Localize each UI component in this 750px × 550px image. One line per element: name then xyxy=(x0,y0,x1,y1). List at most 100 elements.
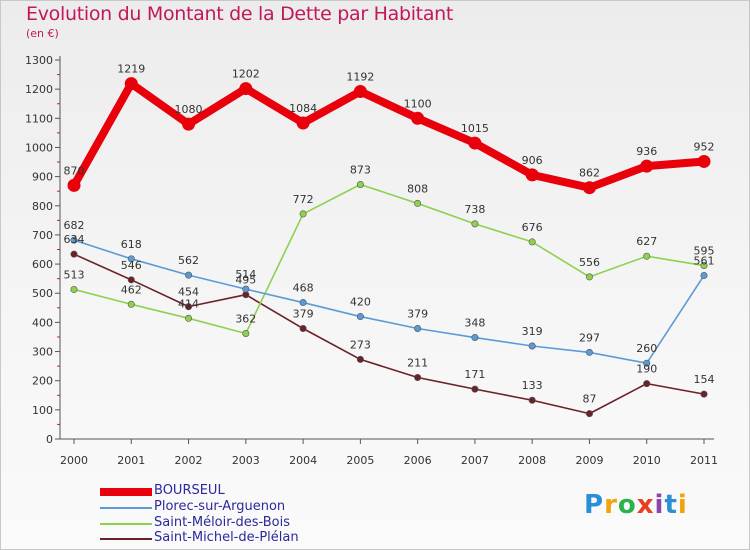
y-tick-label: 1200 xyxy=(25,83,53,96)
data-point xyxy=(127,300,135,308)
data-point xyxy=(643,252,651,260)
data-label: 870 xyxy=(64,164,85,177)
legend-swatch xyxy=(100,507,152,509)
data-label: 420 xyxy=(350,296,371,309)
data-point xyxy=(356,180,364,188)
data-point xyxy=(70,285,78,293)
legend-label: Saint-Méloir-des-Bois xyxy=(154,515,290,530)
series-line-2 xyxy=(73,183,705,335)
data-point xyxy=(299,210,307,218)
data-point xyxy=(525,168,539,182)
data-point xyxy=(700,262,708,270)
data-label: 154 xyxy=(694,373,715,386)
x-tick-label: 2006 xyxy=(404,454,432,467)
data-label: 634 xyxy=(64,233,85,246)
data-label: 936 xyxy=(636,145,657,158)
data-label: 618 xyxy=(121,238,142,251)
data-point xyxy=(414,199,422,207)
data-label: 190 xyxy=(636,363,657,376)
data-point xyxy=(643,359,651,367)
legend-label: BOURSEUL xyxy=(154,483,225,498)
data-label: 595 xyxy=(694,245,715,258)
y-tick-label: 500 xyxy=(32,287,53,300)
data-point xyxy=(528,342,536,350)
y-tick-label: 1100 xyxy=(25,112,53,125)
data-point xyxy=(700,390,708,398)
data-point xyxy=(585,273,593,281)
data-point xyxy=(182,117,196,131)
logo-letter: t xyxy=(664,490,678,520)
data-label: 738 xyxy=(464,203,485,216)
y-tick-label: 600 xyxy=(32,258,53,271)
data-point xyxy=(127,276,135,284)
legend-swatch xyxy=(100,523,152,525)
data-point xyxy=(468,136,482,150)
data-label: 1100 xyxy=(404,97,432,110)
data-point xyxy=(585,348,593,356)
data-label: 873 xyxy=(350,163,371,176)
data-label: 682 xyxy=(64,219,85,232)
data-point xyxy=(67,178,81,192)
legend-label: Saint-Michel-de-Plélan xyxy=(154,530,299,545)
data-label: 808 xyxy=(407,182,428,195)
x-tick-label: 2003 xyxy=(232,454,260,467)
data-point xyxy=(242,285,250,293)
data-point xyxy=(127,255,135,263)
data-point xyxy=(528,396,536,404)
data-label: 379 xyxy=(293,308,314,321)
data-label: 260 xyxy=(636,342,657,355)
data-label: 556 xyxy=(579,256,600,269)
data-label: 454 xyxy=(178,286,199,299)
data-point xyxy=(70,250,78,258)
data-label: 171 xyxy=(464,368,485,381)
legend-swatch xyxy=(100,538,152,540)
y-tick-label: 300 xyxy=(32,346,53,359)
data-label: 211 xyxy=(407,356,428,369)
chart-subtitle: (en €) xyxy=(26,27,59,40)
logo-letter: i xyxy=(677,490,688,520)
data-point xyxy=(414,373,422,381)
data-label: 952 xyxy=(694,140,715,153)
data-point xyxy=(356,313,364,321)
data-point xyxy=(528,238,536,246)
x-tick-label: 2000 xyxy=(60,454,88,467)
logo-letter: r xyxy=(604,490,618,520)
series-line-1 xyxy=(73,239,705,365)
data-label: 627 xyxy=(636,235,657,248)
data-point xyxy=(697,154,711,168)
data-point xyxy=(643,380,651,388)
chart-title: Evolution du Montant de la Dette par Hab… xyxy=(26,3,454,25)
data-label: 562 xyxy=(178,254,199,267)
data-point xyxy=(299,325,307,333)
data-label: 297 xyxy=(579,331,600,344)
x-tick-label: 2009 xyxy=(575,454,603,467)
logo-letter: x xyxy=(636,490,655,520)
data-point xyxy=(185,271,193,279)
data-label: 362 xyxy=(235,312,256,325)
data-point xyxy=(471,220,479,228)
series-line-3 xyxy=(73,253,705,415)
data-label: 1015 xyxy=(461,122,489,135)
y-tick-label: 100 xyxy=(32,404,53,417)
data-point xyxy=(353,84,367,98)
data-point xyxy=(471,334,479,342)
data-label: 379 xyxy=(407,308,428,321)
data-label: 462 xyxy=(121,283,142,296)
data-point xyxy=(299,299,307,307)
data-point xyxy=(411,111,425,125)
x-tick-label: 2008 xyxy=(518,454,546,467)
y-tick-label: 1300 xyxy=(25,54,53,67)
x-tick-label: 2004 xyxy=(289,454,317,467)
data-point xyxy=(471,385,479,393)
y-tick-label: 800 xyxy=(32,200,53,213)
data-label: 546 xyxy=(121,259,142,272)
data-point xyxy=(70,236,78,244)
data-label: 514 xyxy=(235,268,256,281)
data-point xyxy=(242,329,250,337)
data-point xyxy=(582,181,596,195)
data-label: 676 xyxy=(522,221,543,234)
data-label: 1202 xyxy=(232,68,260,81)
data-point xyxy=(185,314,193,322)
series-line-0 xyxy=(70,79,708,192)
